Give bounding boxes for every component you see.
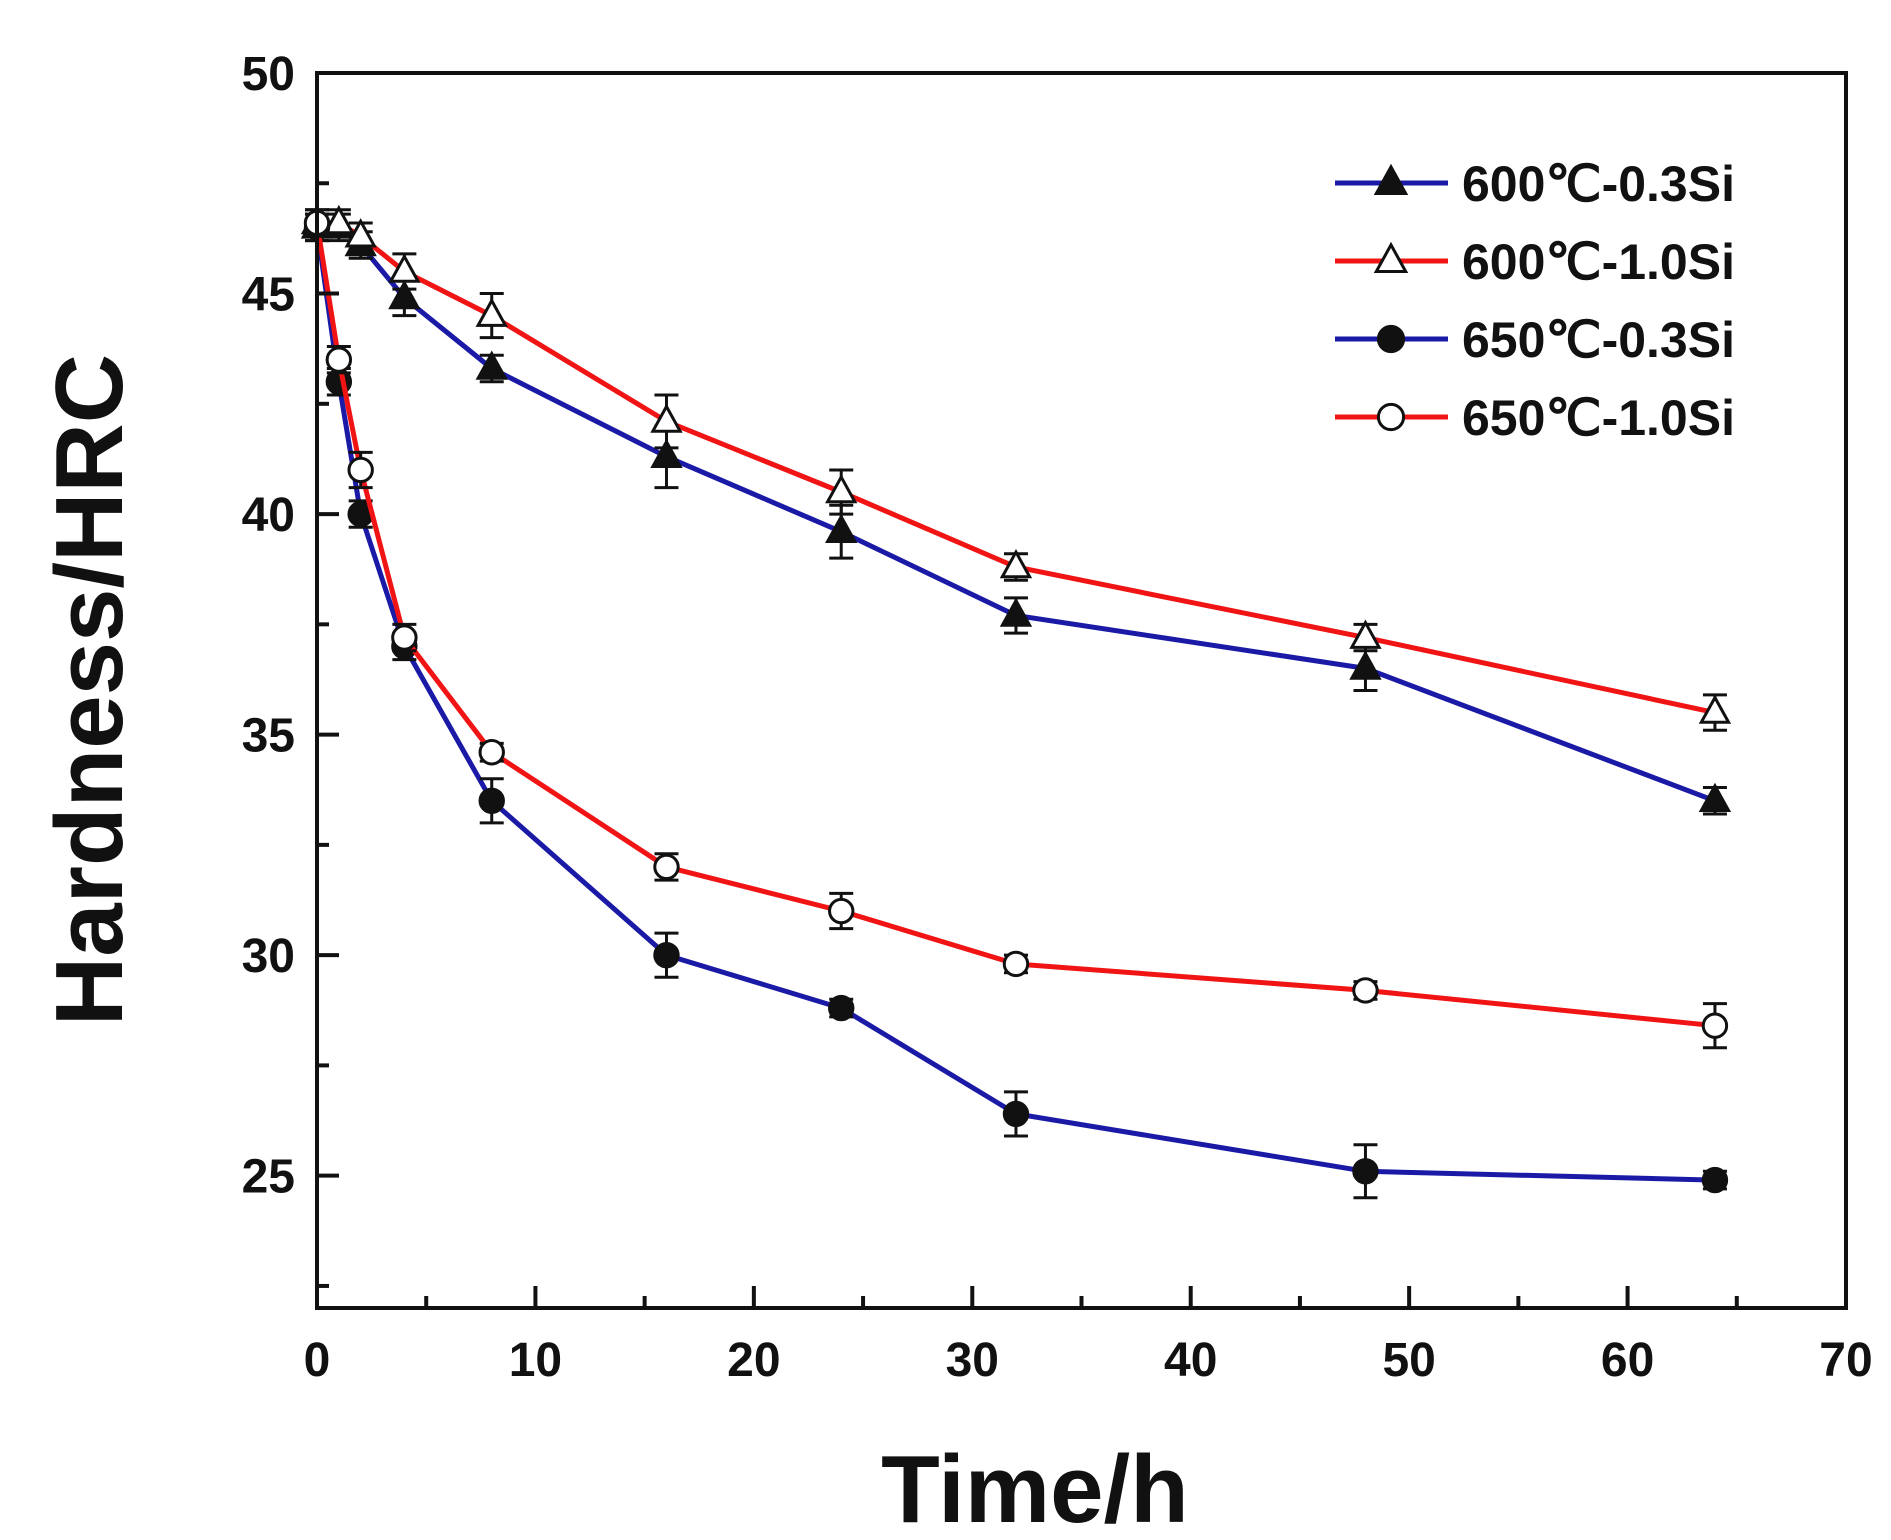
data-point-marker (1349, 650, 1382, 680)
x-tick-label: 70 (1819, 1334, 1872, 1387)
x-tick-label: 50 (1382, 1334, 1435, 1387)
series-group (300, 204, 1732, 732)
data-point-marker (1002, 1100, 1030, 1128)
data-point-marker (650, 403, 683, 433)
legend-item: 600℃-0.3Si (1335, 156, 1735, 212)
series-layer (300, 204, 1732, 1200)
legend-label: 600℃-0.3Si (1462, 156, 1735, 212)
data-point-marker (825, 513, 858, 543)
data-point-marker (1352, 977, 1379, 1004)
data-point-marker (828, 994, 855, 1022)
series-group (303, 208, 1729, 1050)
legend-item: 650℃-1.0Si (1335, 390, 1735, 446)
y-tick-label: 25 (242, 1151, 295, 1204)
data-point-marker (391, 624, 418, 651)
data-point-marker (1373, 241, 1409, 273)
series-line (314, 222, 1716, 1029)
data-point-marker (1701, 1012, 1729, 1039)
y-tick-label: 35 (242, 710, 295, 763)
y-axis-title: Hardness/HRC (36, 354, 143, 1026)
legend: 600℃-0.3Si 600℃-1.0Si 650℃-0.3Si 650℃-1.0Si (1335, 156, 1735, 446)
y-tick-label: 45 (242, 269, 295, 322)
data-point-marker (1698, 782, 1732, 813)
data-point-marker (475, 297, 508, 327)
x-tick-label: 60 (1601, 1334, 1654, 1387)
data-point-marker (1376, 324, 1406, 354)
legend-label: 650℃-1.0Si (1462, 390, 1735, 446)
data-point-marker (1002, 950, 1030, 978)
data-point-marker (999, 597, 1033, 627)
data-point-marker (388, 279, 421, 310)
data-point-marker (475, 350, 508, 380)
ticks-layer: 0 10 20 30 40 50 60 70 25 30 35 40 45 50 (242, 48, 1873, 1387)
y-tick-label: 30 (242, 930, 295, 983)
data-point-marker (828, 897, 855, 925)
data-point-marker (344, 218, 377, 248)
data-point-marker (1698, 694, 1732, 724)
data-point-marker (322, 204, 356, 235)
legend-item: 650℃-0.3Si (1335, 312, 1735, 368)
data-point-marker (325, 346, 353, 373)
data-point-marker (1376, 402, 1406, 432)
legend-item: 600℃-1.0Si (1335, 234, 1735, 290)
y-tick-label: 40 (242, 489, 295, 542)
data-point-marker (478, 739, 505, 766)
data-point-marker (650, 438, 683, 468)
x-axis-title: Time/h (881, 1436, 1189, 1540)
x-tick-label: 0 (304, 1334, 331, 1387)
data-point-marker (653, 941, 680, 969)
data-point-marker (1352, 1158, 1379, 1185)
x-tick-label: 30 (946, 1334, 999, 1387)
data-point-marker (653, 853, 680, 881)
data-point-marker (1349, 619, 1382, 649)
data-point-marker (825, 473, 858, 504)
data-point-marker (347, 456, 374, 484)
data-point-marker (1373, 163, 1409, 195)
data-point-marker (999, 548, 1033, 579)
legend-label: 600℃-1.0Si (1462, 234, 1735, 290)
series-line (314, 227, 1715, 1183)
y-tick-label: 50 (242, 48, 295, 101)
x-tick-label: 20 (727, 1334, 780, 1387)
data-point-marker (1701, 1166, 1729, 1194)
data-point-marker (388, 253, 421, 283)
data-point-marker (478, 787, 505, 814)
x-tick-label: 10 (509, 1334, 562, 1387)
x-tick-label: 40 (1164, 1334, 1217, 1387)
legend-label: 650℃-0.3Si (1462, 312, 1735, 368)
